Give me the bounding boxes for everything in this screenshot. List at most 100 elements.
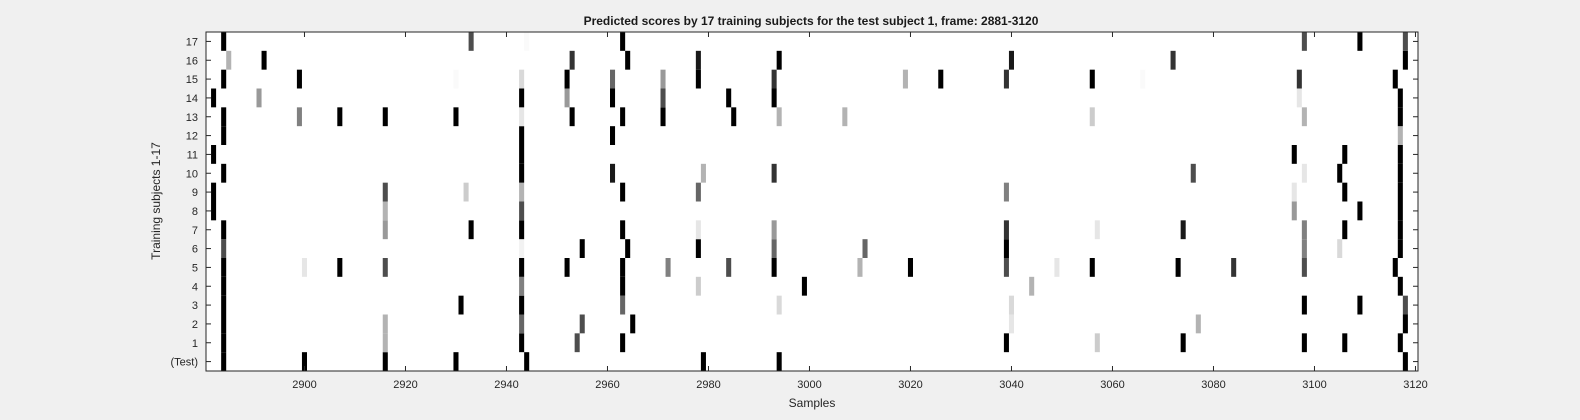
heatmap-cell [1301, 258, 1307, 277]
y-tick-label: 4 [192, 281, 198, 293]
x-axis-label: Samples [789, 396, 836, 410]
heatmap-cell [1342, 182, 1348, 202]
heatmap-cell [382, 107, 388, 127]
heatmap-cell [453, 352, 459, 371]
y-tick-label: 9 [192, 187, 198, 199]
heatmap-cell [1008, 314, 1014, 334]
heatmap-cell [221, 32, 227, 51]
heatmap-cell [801, 276, 807, 296]
heatmap-cell [296, 107, 302, 127]
heatmap-cell [1054, 258, 1060, 277]
heatmap-cell [519, 295, 525, 315]
heatmap-cell [564, 88, 570, 108]
heatmap-cell [1291, 182, 1297, 202]
heatmap-cell [1402, 32, 1408, 51]
heatmap-cell [1357, 295, 1363, 315]
y-tick-label: (Test) [171, 357, 199, 369]
heatmap-cell [519, 88, 525, 108]
x-tick-label: 3080 [1201, 379, 1225, 391]
heatmap-cell [574, 333, 580, 353]
heatmap-cell [1342, 333, 1348, 353]
heatmap-cell [519, 276, 525, 296]
heatmap-cell [1397, 145, 1403, 164]
heatmap-cell [382, 201, 388, 221]
heatmap-cell [620, 276, 626, 296]
heatmap-cell [907, 258, 913, 277]
heatmap-cell [382, 333, 388, 353]
heatmap-cell [842, 107, 848, 127]
heatmap-cell [564, 258, 570, 277]
heatmap-cell [1003, 220, 1009, 240]
heatmap-cell [382, 314, 388, 334]
heatmap-cell [221, 220, 227, 240]
heatmap-cell [1296, 88, 1302, 108]
heatmap-cell [1337, 239, 1343, 258]
heatmap-cell [1029, 276, 1035, 296]
heatmap-cell [579, 314, 585, 334]
heatmap-cell [569, 107, 575, 127]
heatmap-cell [620, 333, 626, 353]
heatmap-cell [665, 258, 671, 277]
heatmap-cell [468, 32, 474, 51]
heatmap-cell [519, 333, 525, 353]
heatmap-cell [695, 220, 701, 240]
heatmap-cell [771, 163, 777, 183]
heatmap-cell [221, 333, 227, 353]
heatmap-cell [519, 69, 525, 89]
heatmap-cell [1357, 201, 1363, 221]
heatmap-cell [620, 182, 626, 202]
heatmap-cell [211, 88, 217, 108]
heatmap-cell [1301, 239, 1307, 258]
heatmap-cell [1397, 126, 1403, 145]
heatmap-cell [610, 88, 616, 108]
heatmap-cell [569, 50, 575, 70]
heatmap-cell [1291, 145, 1297, 164]
x-tick-label: 3060 [1100, 379, 1124, 391]
heatmap-cell [519, 126, 525, 145]
x-tick-label: 3100 [1302, 379, 1326, 391]
heatmap-cell [1397, 107, 1403, 127]
heatmap-cell [610, 126, 616, 145]
heatmap-cell [771, 220, 777, 240]
heatmap-cell [1003, 239, 1009, 258]
y-tick-label: 16 [186, 55, 198, 67]
heatmap-cell [382, 182, 388, 202]
heatmap-cell [1301, 32, 1307, 51]
heatmap-cell [1003, 258, 1009, 277]
heatmap-cell [620, 258, 626, 277]
heatmap-cell [1089, 107, 1095, 127]
heatmap-cell [857, 258, 863, 277]
heatmap-cell [221, 239, 227, 258]
heatmap-cell [524, 352, 530, 371]
heatmap-cell [771, 258, 777, 277]
y-tick-label: 13 [186, 112, 198, 124]
plot-area [206, 32, 1418, 371]
heatmap-cell [1003, 69, 1009, 89]
heatmap-cell [211, 201, 217, 221]
x-tick-label: 3020 [898, 379, 922, 391]
heatmap-cell [301, 258, 307, 277]
heatmap-cell [1397, 201, 1403, 221]
heatmap-cell [519, 258, 525, 277]
heatmap-cell [625, 50, 631, 70]
x-tick-label: 3120 [1403, 379, 1427, 391]
heatmap-cell [221, 69, 227, 89]
y-tick-label: 7 [192, 225, 198, 237]
y-tick-label: 15 [186, 74, 198, 86]
heatmap-cell [1094, 333, 1100, 353]
heatmap-cell [1301, 163, 1307, 183]
x-tick-label: 2920 [393, 379, 417, 391]
heatmap-cell [1180, 220, 1186, 240]
heatmap-cell [382, 220, 388, 240]
heatmap-cell [524, 32, 530, 51]
heatmap-cell [1089, 258, 1095, 277]
y-tick-label: 10 [186, 168, 198, 180]
heatmap-cell [382, 352, 388, 371]
heatmap-cell [1397, 88, 1403, 108]
heatmap-cell [1231, 258, 1237, 277]
heatmap-cell [726, 258, 732, 277]
heatmap-cell [700, 163, 706, 183]
heatmap-cell [1003, 182, 1009, 202]
